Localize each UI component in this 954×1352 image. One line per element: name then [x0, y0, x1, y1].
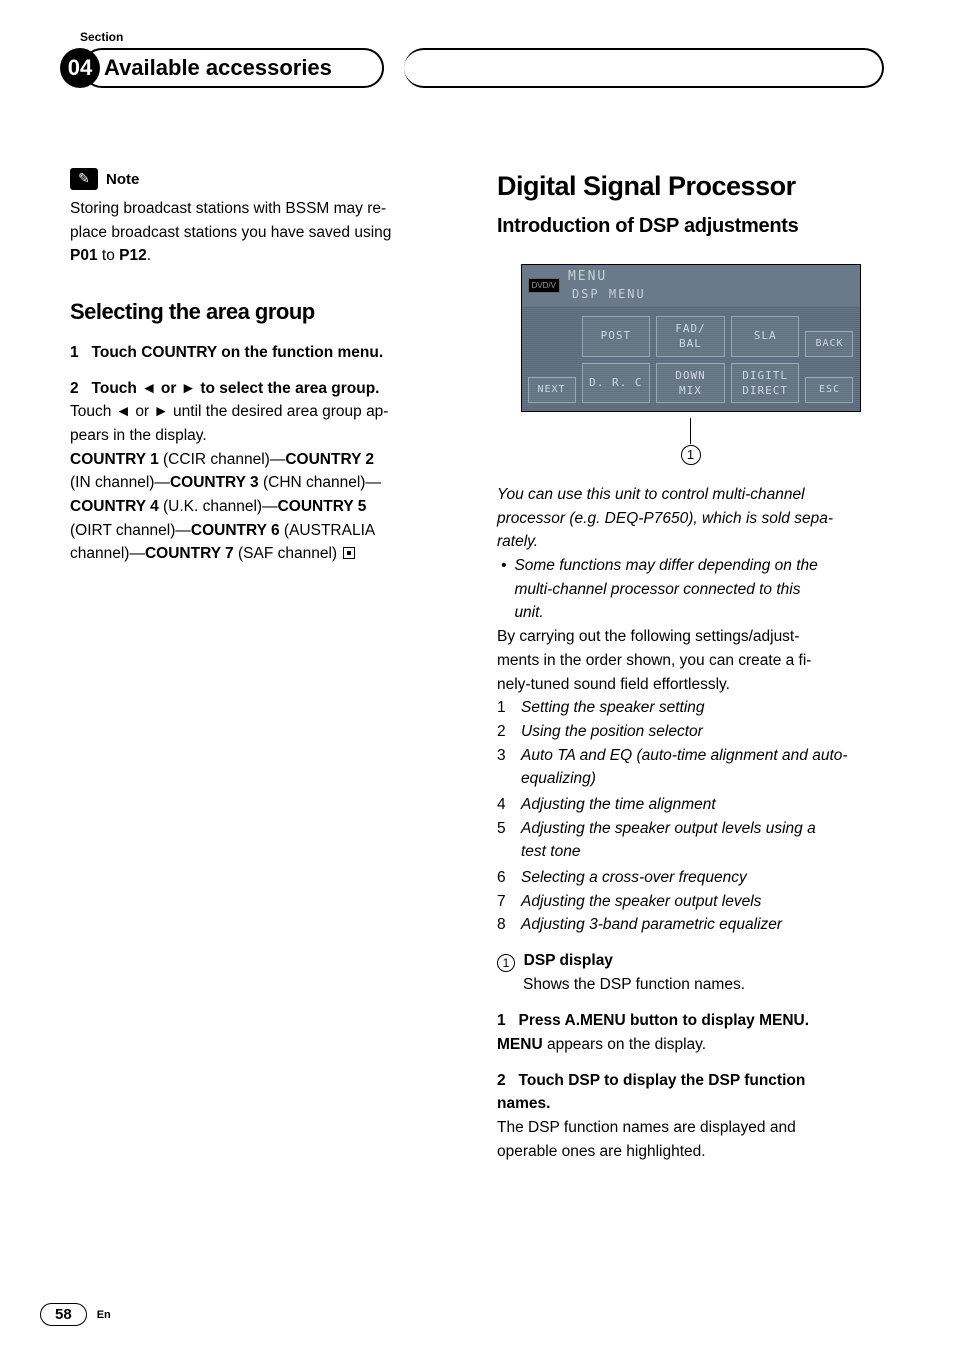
intro-italic: You can use this unit to control multi-c… [497, 484, 884, 506]
text: DSP display [524, 952, 613, 969]
dsp-btn-digital-direct[interactable]: DIGITLDIRECT [731, 363, 800, 404]
dsp-logo: DVD/V [528, 278, 560, 293]
step-number: 2 [70, 380, 79, 397]
text: to [98, 247, 120, 264]
country-line: (IN channel)—COUNTRY 3 (CHN channel)— [70, 472, 457, 494]
note-body-line: P01 to P12. [70, 245, 457, 267]
text: unit. [514, 602, 817, 624]
list-item: 3Auto TA and EQ (auto-time alignment and… [497, 745, 884, 792]
step-text: Touch COUNTRY on the function menu. [92, 344, 384, 361]
step-body: pears in the display. [70, 425, 457, 447]
bullet-dot: • [501, 555, 506, 626]
header-title: Available accessories [82, 48, 384, 88]
step-body: Touch ◄ or ► until the desired area grou… [70, 401, 457, 423]
text: P12 [119, 247, 147, 264]
callout-number: 1 [681, 445, 701, 465]
text: Some functions may differ depending on t… [514, 555, 817, 577]
list-item: 8Adjusting 3-band parametric equalizer [497, 914, 884, 936]
section-number-badge: 04 [60, 48, 100, 88]
country-line: COUNTRY 1 (CCIR channel)—COUNTRY 2 [70, 449, 457, 471]
end-icon [343, 547, 355, 559]
text: multi-channel processor connected to thi… [514, 579, 817, 601]
page-number: 58 [40, 1303, 87, 1326]
dsp-btn-back[interactable]: BACK [805, 331, 853, 357]
step-number: 1 [70, 344, 79, 361]
list-item: 6Selecting a cross-over frequency [497, 867, 884, 889]
country-line: (OIRT channel)—COUNTRY 6 (AUSTRALIA [70, 520, 457, 542]
dsp-callout: 1 [497, 418, 884, 466]
dsp-btn-post[interactable]: POST [582, 316, 651, 357]
step-number: 2 [497, 1072, 506, 1089]
step-1: 1 Touch COUNTRY on the function menu. [70, 342, 457, 364]
step-text: Touch DSP to display the DSP function [519, 1072, 806, 1089]
step-2-right: 2 Touch DSP to display the DSP function [497, 1070, 884, 1092]
circled-number: 1 [497, 954, 515, 972]
step-body: MENU appears on the display. [497, 1034, 884, 1056]
step-1-right: 1 Press A.MENU button to display MENU. [497, 1010, 884, 1032]
step-2: 2 Touch ◄ or ► to select the area group. [70, 378, 457, 400]
step-body: operable ones are highlighted. [497, 1141, 884, 1163]
dsp-menu-sub: DSP MENU [568, 286, 646, 303]
dsp-screen: DVD/V MENU DSP MENU POST FAD/BAL SLA BAC… [521, 264, 861, 413]
step-text: Touch ◄ or ► to select the area group. [92, 380, 380, 397]
body-text: nely-tuned sound field effortlessly. [497, 674, 884, 696]
intro-italic: rately. [497, 531, 884, 553]
list-item: 7Adjusting the speaker output levels [497, 891, 884, 913]
bullet-item: • Some functions may differ depending on… [501, 555, 884, 626]
dsp-menu-title: MENU [568, 268, 646, 286]
body-text: ments in the order shown, you can create… [497, 650, 884, 672]
dsp-display-header: 1 DSP display [497, 950, 884, 972]
step-text: names. [497, 1093, 884, 1115]
note-body-line: Storing broadcast stations with BSSM may… [70, 198, 457, 220]
header-capsule-right [404, 48, 884, 88]
country-line: COUNTRY 4 (U.K. channel)—COUNTRY 5 [70, 496, 457, 518]
dsp-btn-drc[interactable]: D. R. C [582, 363, 651, 404]
list-item: 2Using the position selector [497, 721, 884, 743]
language-code: En [97, 1309, 111, 1321]
step-text: Press A.MENU button to display MENU. [519, 1012, 810, 1029]
text: . [147, 247, 151, 264]
text: P01 [70, 247, 98, 264]
dsp-btn-sla[interactable]: SLA [731, 316, 800, 357]
left-column: ✎ Note Storing broadcast stations with B… [70, 168, 457, 1164]
step-body: The DSP function names are displayed and [497, 1117, 884, 1139]
note-label: Note [106, 169, 139, 190]
page-footer: 58 En [40, 1303, 111, 1326]
dsp-btn-fad-bal[interactable]: FAD/BAL [656, 316, 725, 357]
dsp-display-desc: Shows the DSP function names. [523, 974, 884, 996]
list-item: 1Setting the speaker setting [497, 697, 884, 719]
list-item: 4Adjusting the time alignment [497, 794, 884, 816]
dsp-btn-esc[interactable]: ESC [805, 377, 853, 403]
right-column: Digital Signal Processor Introduction of… [497, 168, 884, 1164]
list-item: 5Adjusting the speaker output levels usi… [497, 818, 884, 865]
body-text: By carrying out the following settings/a… [497, 626, 884, 648]
page-header: 04 Available accessories [70, 48, 884, 88]
note-icon: ✎ [70, 168, 98, 190]
heading-area-group: Selecting the area group [70, 297, 457, 328]
dsp-btn-down-mix[interactable]: DOWNMIX [656, 363, 725, 404]
heading-intro: Introduction of DSP adjustments [497, 212, 884, 240]
step-number: 1 [497, 1012, 506, 1029]
dsp-btn-next[interactable]: NEXT [528, 377, 576, 403]
heading-dsp: Digital Signal Processor [497, 168, 884, 206]
country-line: channel)—COUNTRY 7 (SAF channel) [70, 543, 457, 565]
note-body-line: place broadcast stations you have saved … [70, 222, 457, 244]
intro-italic: processor (e.g. DEQ-P7650), which is sol… [497, 508, 884, 530]
section-label: Section [80, 30, 884, 44]
